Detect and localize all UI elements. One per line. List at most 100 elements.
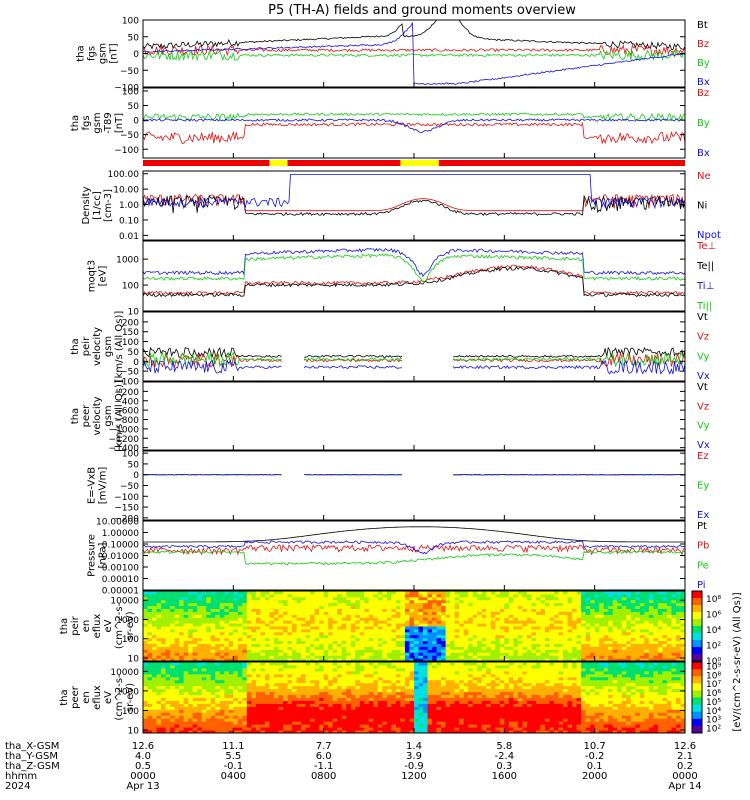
heatmap-cell [233,727,239,731]
heatmap-cell [341,593,347,598]
heatmap-cell [617,637,623,642]
heatmap-cell [499,649,505,653]
heatmap-cell [395,652,401,656]
heatmap-cell [576,631,582,636]
heatmap-cell [237,676,243,681]
heatmap-cell [648,637,654,642]
heatmap-cell [436,688,442,693]
heatmap-cell [395,688,401,693]
heatmap-cell [224,712,230,716]
heatmap-cell [156,688,162,693]
heatmap-cell [468,664,474,669]
heatmap-cell [391,646,397,650]
heatmap-cell [255,685,261,690]
heatmap-cell [585,631,591,636]
heatmap-cell [301,682,307,687]
heatmap-cell [368,596,374,601]
heatmap-cell [328,620,334,624]
heatmap-cell [301,620,307,624]
heatmap-cell [287,694,293,698]
heatmap-cell [332,667,338,672]
heatmap-cell [332,626,338,630]
heatmap-cell [260,673,266,678]
heatmap-cell [671,614,677,618]
heatmap-cell [671,628,677,633]
heatmap-cell [441,721,447,725]
heatmap-cell [414,655,420,659]
heatmap-cell [188,662,194,666]
heatmap-cell [359,640,365,644]
heatmap-cell [463,631,469,636]
series-line-Vx [142,359,686,375]
heatmap-cell [680,637,686,642]
heatmap-cell [314,694,320,698]
heatmap-cell [617,623,623,627]
heatmap-cell [459,715,465,719]
heatmap-cell [395,643,401,647]
heatmap-cell [323,602,329,607]
heatmap-cell [585,652,591,656]
heatmap-cell [292,643,298,647]
heatmap-cell [522,591,528,595]
heatmap-cell [404,617,410,621]
heatmap-cell [508,596,514,601]
heatmap-cell [675,617,681,621]
heatmap-cell [490,599,496,604]
heatmap-cell [219,673,225,678]
heatmap-cell [201,637,207,642]
heatmap-cell [296,706,302,710]
series-line-Bt [142,19,686,50]
heatmap-cell [653,608,659,612]
heatmap-cell [287,709,293,713]
heatmap-cell [296,628,302,633]
heatmap-cell [517,626,523,630]
heatmap-cell [395,724,401,728]
heatmap-cell [418,608,424,612]
heatmap-cell [404,706,410,710]
heatmap-cell [400,608,406,612]
heatmap-cell [540,640,546,644]
heatmap-cell [490,643,496,647]
heatmap-cell [418,611,424,615]
heatmap-cell [264,691,270,696]
heatmap-cell [283,591,289,595]
heatmap-cell [287,602,293,607]
heatmap-cell [477,626,483,630]
heatmap-cell [228,611,234,615]
heatmap-cell [224,667,230,672]
y-tick-label: 100 [122,635,139,645]
heatmap-cell [576,596,582,601]
heatmap-cell [599,626,605,630]
heatmap-cell [174,715,180,719]
heatmap-cell [567,649,573,653]
heatmap-cell [215,685,221,690]
heatmap-cell [292,709,298,713]
heatmap-cell [283,643,289,647]
heatmap-cell [147,688,153,693]
heatmap-cell [233,626,239,630]
heatmap-cell [377,591,383,595]
heatmap-cell [395,676,401,681]
heatmap-cell [264,706,270,710]
heatmap-cell [314,602,320,607]
heatmap-cell [233,709,239,713]
heatmap-cell [188,591,194,595]
heatmap-cell [328,655,334,659]
heatmap-cell [459,712,465,716]
heatmap-cell [328,724,334,728]
heatmap-cell [626,655,632,659]
heatmap-cell [657,655,663,659]
heatmap-cell [404,658,410,662]
heatmap-cell [201,640,207,644]
heatmap-cell [192,640,198,644]
heatmap-cell [554,643,560,647]
heatmap-cell [382,626,388,630]
heatmap-cell [224,676,230,681]
y-tick-label: 0 [133,50,139,60]
heatmap-cell [233,608,239,612]
heatmap-cell [228,715,234,719]
heatmap-cell [612,652,618,656]
heatmap-cell [314,709,320,713]
y-axis-label: peir [81,336,92,356]
